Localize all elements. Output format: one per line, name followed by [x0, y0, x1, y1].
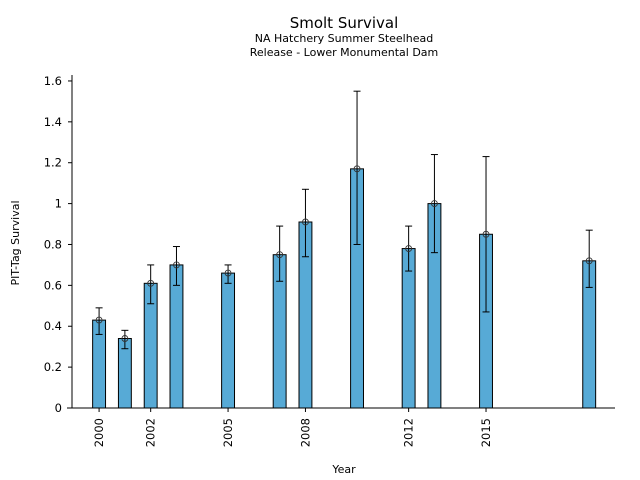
- marker-2005: [224, 269, 232, 277]
- error-bars-group: [95, 90, 593, 350]
- x-tick-label: 2008: [298, 418, 312, 447]
- x-axis-label: Year: [331, 463, 356, 476]
- marker-2013: [430, 200, 438, 208]
- bar-2003: [169, 264, 184, 409]
- y-tick-label: 0.6: [44, 278, 62, 292]
- chart-subtitle-line-2: Release - Lower Monumental Dam: [250, 46, 439, 59]
- x-ticks-group: 2000 2002 2005 2008 2012 2015: [92, 408, 493, 447]
- marker-2001: [121, 335, 129, 342]
- y-axis-label: PIT-Tag Survival: [9, 200, 22, 285]
- y-tick-label: 1.4: [44, 115, 62, 129]
- y-ticks-group: 0 0.2 0.4 0.6 0.8 1 1.2 1.4 1.6: [44, 74, 72, 415]
- y-tick-label: 0.8: [44, 237, 62, 251]
- marker-2010: [353, 165, 361, 173]
- x-tick-label: 2015: [479, 418, 493, 447]
- x-tick-label: 2000: [92, 418, 106, 447]
- markers-group: [95, 165, 593, 342]
- marker-2012: [405, 245, 413, 253]
- y-tick-label: 0.4: [44, 319, 62, 333]
- marker-2003: [173, 261, 180, 269]
- bar-2012: [401, 248, 416, 409]
- y-tick-label: 1.2: [44, 156, 62, 170]
- x-tick-label: 2005: [221, 418, 235, 447]
- marker-2015: [482, 230, 490, 238]
- y-tick-label: 1.6: [44, 74, 62, 88]
- chart-subtitle-line-1: NA Hatchery Summer Steelhead: [255, 32, 433, 45]
- x-tick-label: 2012: [402, 418, 416, 447]
- y-tick-label: 1: [55, 197, 62, 211]
- chart-title: Smolt Survival: [290, 14, 399, 32]
- x-tick-label: 2002: [144, 418, 158, 447]
- y-tick-label: 0: [55, 401, 62, 415]
- marker-2007: [276, 251, 284, 259]
- marker-2019: [585, 257, 593, 265]
- marker-2002: [147, 279, 155, 287]
- marker-2000: [95, 316, 103, 324]
- y-tick-label: 0.2: [44, 360, 62, 374]
- marker-2008: [302, 218, 309, 226]
- bar-2005: [221, 272, 236, 409]
- bars-group: [92, 168, 597, 409]
